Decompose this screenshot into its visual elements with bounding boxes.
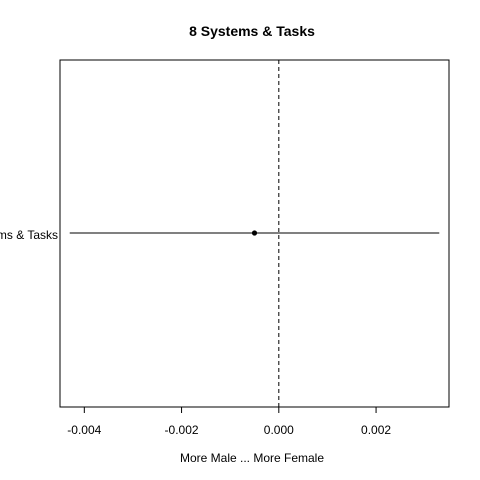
x-tick-label: -0.002 — [165, 423, 199, 437]
x-axis: -0.004 -0.002 0.000 0.002 — [67, 406, 391, 437]
x-axis-label: More Male ... More Female — [180, 451, 324, 465]
y-category-label: ms & Tasks — [0, 228, 58, 242]
x-tick-label: 0.000 — [264, 423, 294, 437]
x-ticks: -0.004 -0.002 0.000 0.002 — [67, 407, 391, 437]
x-tick-label: -0.004 — [67, 423, 101, 437]
chart-title: 8 Systems & Tasks — [189, 23, 315, 39]
point-estimate — [251, 230, 258, 236]
x-tick-label: 0.002 — [361, 423, 391, 437]
estimate-marks — [69, 230, 440, 236]
